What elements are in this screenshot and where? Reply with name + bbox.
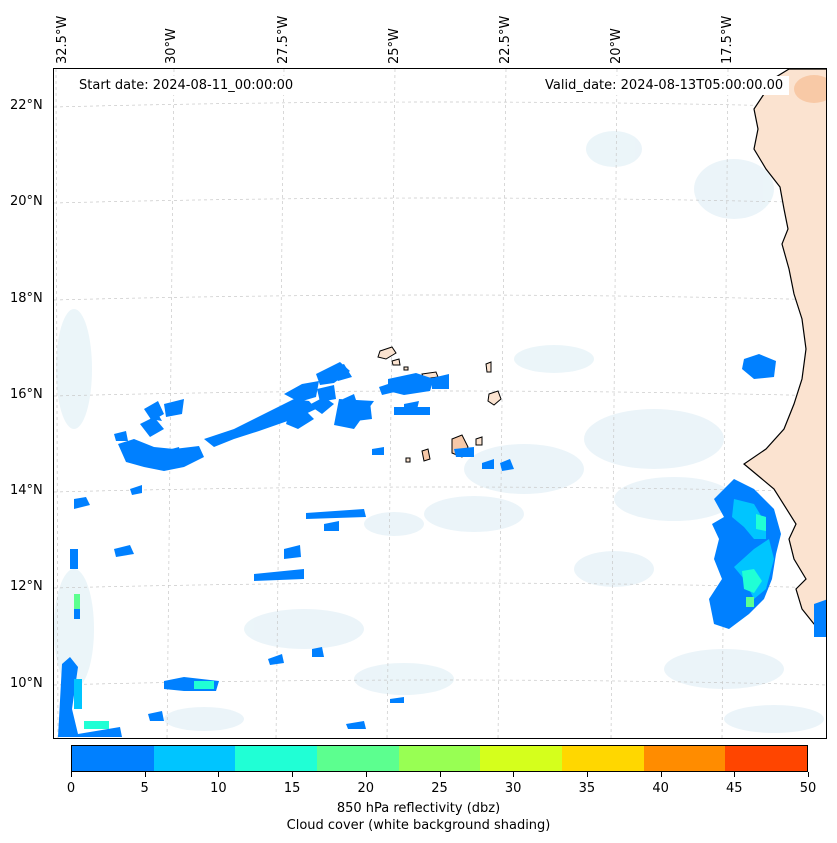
- colorbar-tick-label: 30: [504, 781, 522, 796]
- colorbar-tick-mark: [513, 772, 515, 777]
- lat-label-22n: 22°N: [10, 98, 43, 113]
- colorbar-tick-label: 15: [283, 781, 301, 796]
- lon-label-25w: 25°W: [387, 28, 402, 64]
- colorbar-tick-mark: [218, 772, 220, 777]
- cloud-cover-shading: [54, 131, 824, 733]
- africa-coast: [743, 69, 826, 629]
- lon-label-20w: 20°W: [609, 28, 624, 64]
- graticule: [54, 69, 826, 738]
- colorbar-tick-mark: [660, 772, 662, 777]
- colorbar-segment: [725, 746, 808, 771]
- colorbar-tick-mark: [292, 772, 294, 777]
- cape-verde-islands: [377, 346, 502, 463]
- lon-label-27-5w: 27.5°W: [276, 15, 291, 64]
- colorbar-segment: [72, 746, 154, 771]
- colorbar-tick-mark: [365, 772, 367, 777]
- colorbar-title: 850 hPa reflectivity (dbz): [336, 801, 501, 816]
- colorbar-tick-label: 10: [210, 781, 227, 796]
- colorbar-tick-label: 50: [799, 781, 817, 796]
- lon-label-32-5w: 32.5°W: [55, 15, 70, 64]
- lat-label-12n: 12°N: [10, 579, 43, 594]
- colorbar-segment: [153, 746, 236, 771]
- map-canvas: [54, 69, 826, 738]
- colorbar-tick-mark: [144, 772, 146, 777]
- colorbar-segment: [235, 746, 318, 771]
- colorbar-segment: [317, 746, 399, 771]
- valid-date-label: Valid_date: 2024-08-13T05:00:00.00: [539, 76, 790, 95]
- colorbar-tick-mark: [71, 772, 72, 777]
- lat-label-14n: 14°N: [10, 483, 43, 498]
- colorbar-tick-mark: [586, 772, 588, 777]
- reflectivity-echoes-strong: [74, 499, 774, 729]
- reflectivity-colorbar: [71, 745, 808, 772]
- colorbar-segment: [562, 746, 644, 771]
- start-date-label: Start date: 2024-08-11_00:00:00: [73, 76, 300, 95]
- colorbar-tick-label: 35: [578, 781, 596, 796]
- lon-label-17-5w: 17.5°W: [720, 15, 735, 64]
- lat-label-10n: 10°N: [10, 676, 43, 691]
- lon-label-30w: 30°W: [164, 28, 179, 64]
- colorbar-tick-label: 45: [726, 781, 743, 796]
- colorbar-tick-label: 20: [357, 781, 375, 796]
- colorbar-tick-label: 25: [431, 781, 448, 796]
- colorbar-tick-label: 5: [140, 781, 149, 796]
- colorbar-tick-mark: [439, 772, 441, 777]
- map-panel: [53, 68, 827, 739]
- colorbar-tick-label: 40: [652, 781, 669, 796]
- colorbar-segment: [398, 746, 481, 771]
- colorbar-subtitle: Cloud cover (white background shading): [286, 818, 551, 833]
- colorbar-tick-label: 0: [66, 781, 76, 796]
- lon-label-22-5w: 22.5°W: [498, 15, 513, 64]
- lat-label-16n: 16°N: [10, 387, 43, 402]
- colorbar-tick-mark: [808, 772, 809, 777]
- lat-label-20n: 20°N: [10, 194, 43, 209]
- colorbar-segment: [480, 746, 563, 771]
- colorbar-segment: [643, 746, 726, 771]
- colorbar-tick-mark: [734, 772, 736, 777]
- lat-label-18n: 18°N: [10, 291, 43, 306]
